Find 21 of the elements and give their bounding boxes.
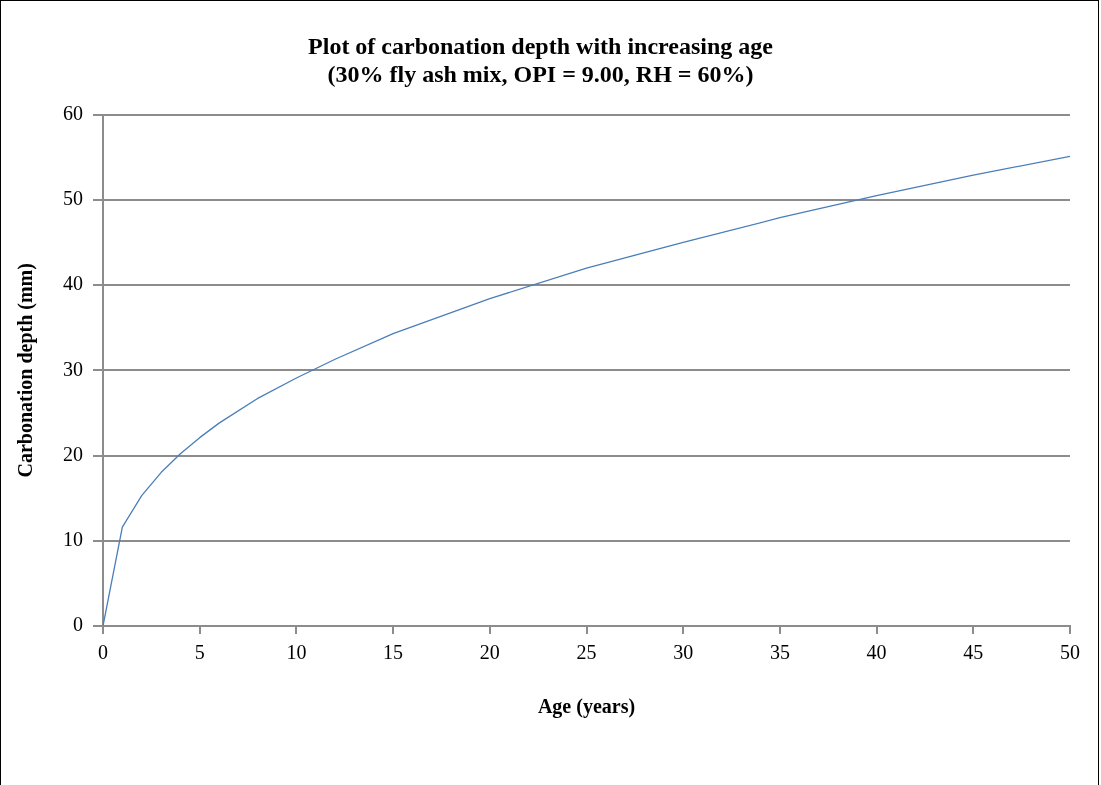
x-tick-label: 30 xyxy=(673,641,694,664)
chart-title: Plot of carbonation depth with increasing age (30% fly ash mix, OPI = 9.00, RH = 60%) xyxy=(308,32,774,88)
x-tick-label: 50 xyxy=(1060,641,1080,664)
x-tick-label: 40 xyxy=(866,641,887,664)
x-tick-label: 45 xyxy=(963,641,984,664)
x-tick-label: 0 xyxy=(98,641,108,664)
y-tick-label: 10 xyxy=(63,528,83,551)
x-tick-label: 35 xyxy=(769,641,790,664)
y-tick-label: 40 xyxy=(63,272,83,295)
y-tick-label: 50 xyxy=(63,187,83,210)
x-tick-label: 10 xyxy=(286,641,307,664)
y-tick-label: 20 xyxy=(63,442,83,465)
x-axis-title: Age (years) xyxy=(537,695,636,719)
x-tick-label: 20 xyxy=(479,641,500,664)
x-tick-label: 25 xyxy=(576,641,597,664)
y-axis-title: Carbonation depth (mm) xyxy=(14,263,38,478)
x-tick-label: 5 xyxy=(194,641,205,664)
y-tick-label: 0 xyxy=(73,613,83,636)
y-tick-label: 60 xyxy=(63,101,83,124)
x-tick-label: 15 xyxy=(383,641,404,664)
y-tick-label: 30 xyxy=(63,357,83,380)
